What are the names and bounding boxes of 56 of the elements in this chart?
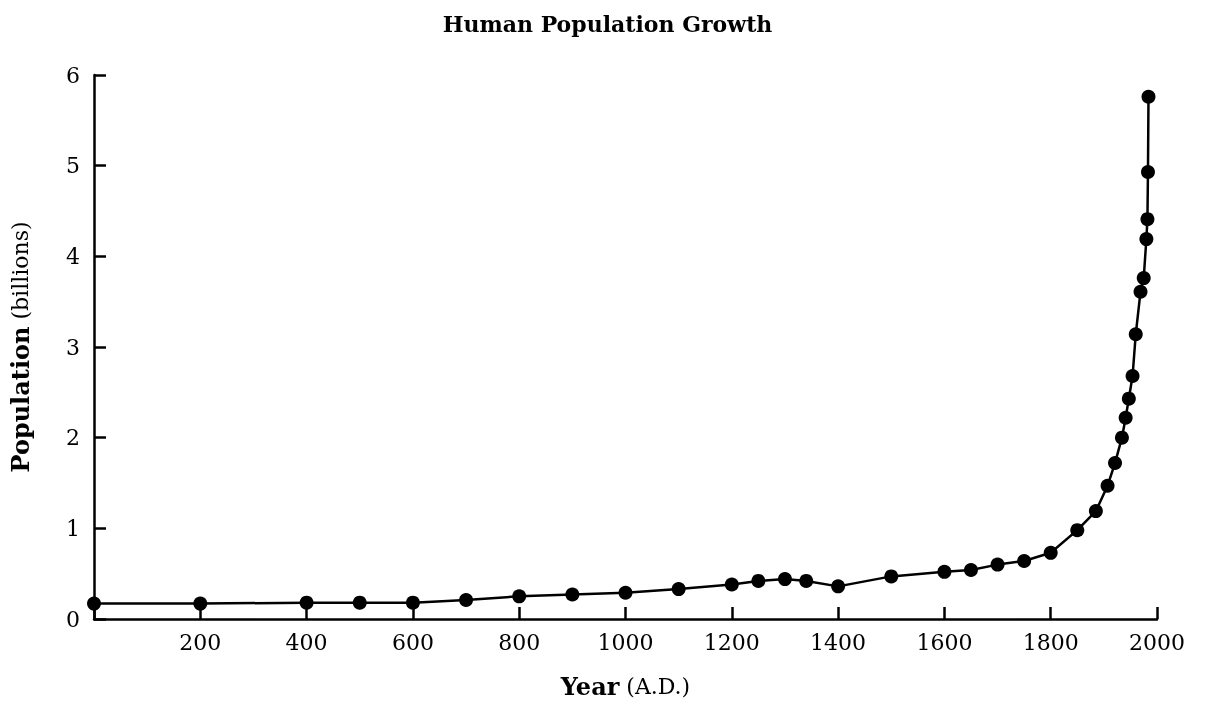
y-axis-title: Population (billions) [5, 221, 35, 473]
point [512, 589, 527, 604]
point [1141, 89, 1156, 104]
point [1114, 430, 1129, 445]
point [884, 569, 899, 584]
point [1140, 212, 1155, 227]
x-tick-label: 1600 [916, 629, 973, 655]
point [1017, 553, 1032, 568]
x-tick-label: 1800 [1022, 629, 1079, 655]
point [990, 557, 1005, 572]
x-axis-title: Year (A.D.) [559, 671, 691, 701]
point [565, 587, 580, 602]
x-tick-label: 400 [285, 629, 328, 655]
y-tick-label: 3 [66, 334, 80, 360]
y-tick-label: 4 [66, 243, 80, 269]
point [799, 573, 814, 588]
point [1133, 284, 1148, 299]
point [299, 595, 314, 610]
x-tick-label: 200 [179, 629, 222, 655]
point [352, 595, 367, 610]
point [1070, 523, 1085, 538]
x-tick-label: 1400 [810, 629, 867, 655]
y-tick-label: 1 [66, 515, 80, 541]
point [1043, 545, 1058, 560]
point [618, 585, 633, 600]
x-tick-label: 600 [391, 629, 434, 655]
point [671, 582, 686, 597]
point [937, 564, 952, 579]
y-tick-label: 6 [66, 62, 80, 88]
point [1088, 504, 1103, 519]
point [1139, 232, 1154, 247]
point [1108, 456, 1123, 471]
x-tick-label: 1000 [597, 629, 654, 655]
point [405, 595, 420, 610]
point [1118, 410, 1133, 425]
point [1121, 391, 1136, 406]
y-tick-label: 2 [66, 425, 80, 451]
point [751, 573, 766, 588]
y-tick-label: 0 [66, 606, 80, 632]
chart-title: Human Population Growth [442, 11, 773, 37]
point [459, 592, 474, 607]
y-tick-label: 5 [66, 153, 80, 179]
point [777, 572, 792, 587]
x-tick-label: 2000 [1129, 629, 1185, 655]
x-tick-label: 800 [498, 629, 541, 655]
point [724, 577, 739, 592]
point [193, 596, 208, 611]
point [1140, 165, 1155, 180]
x-tick-label: 1200 [703, 629, 760, 655]
point [963, 563, 978, 578]
point [1125, 369, 1140, 384]
point [1100, 478, 1115, 493]
point [1128, 327, 1143, 342]
point [87, 596, 101, 611]
point [1136, 271, 1151, 286]
point [831, 579, 846, 594]
